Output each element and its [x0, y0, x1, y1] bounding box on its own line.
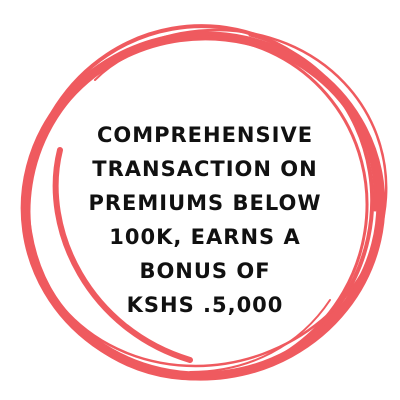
message-line-1: COMPREHENSIVE	[96, 123, 314, 147]
promo-message: COMPREHENSIVE TRANSACTION ON PREMIUMS BE…	[60, 118, 350, 322]
message-line-6: KSHS .5,000	[126, 293, 284, 317]
message-line-3: PREMIUMS BELOW	[88, 191, 322, 215]
message-line-2: TRANSACTION ON	[92, 157, 318, 181]
message-line-5: BONUS OF	[139, 259, 271, 283]
message-line-4: 100K, EARNS A	[109, 225, 301, 249]
